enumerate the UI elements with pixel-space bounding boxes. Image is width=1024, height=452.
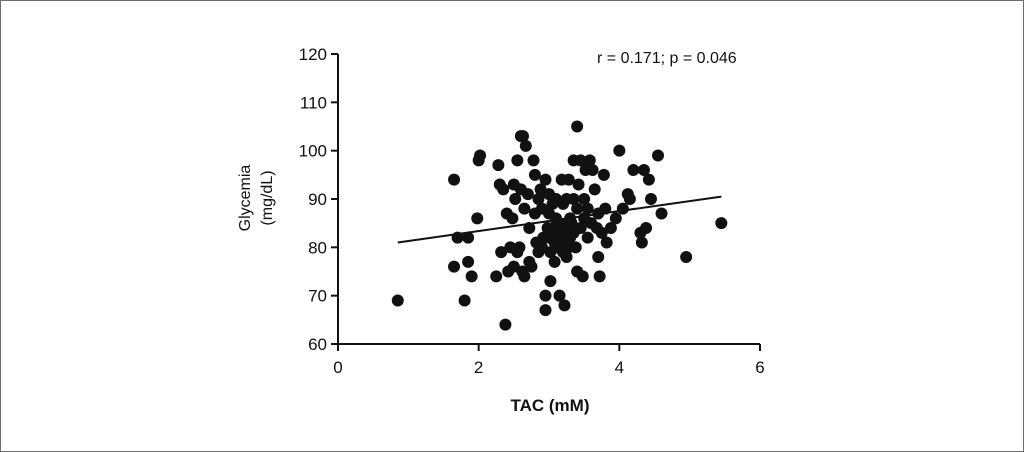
- x-tick-label: 2: [474, 358, 483, 377]
- data-point: [588, 183, 601, 196]
- data-point: [623, 193, 636, 205]
- data-point: [562, 173, 575, 186]
- data-point: [616, 202, 629, 215]
- data-point: [458, 294, 471, 307]
- data-point: [576, 270, 589, 283]
- data-point: [560, 251, 573, 263]
- data-point: [448, 173, 461, 186]
- data-point: [519, 139, 532, 152]
- data-point: [565, 217, 578, 230]
- y-tick-label: 70: [308, 287, 327, 306]
- y-axis-title-line2: (mg/dL): [259, 170, 276, 225]
- x-axis-title: TAC (mM): [511, 396, 590, 415]
- data-point: [592, 251, 605, 263]
- data-point: [499, 318, 512, 331]
- data-point: [644, 193, 657, 205]
- data-point: [527, 154, 540, 167]
- data-point: [597, 168, 610, 181]
- y-tick-label: 90: [308, 190, 327, 209]
- data-point: [506, 212, 519, 225]
- data-point: [553, 289, 566, 302]
- data-point: [544, 275, 557, 288]
- data-point: [567, 193, 580, 205]
- data-point: [583, 154, 596, 167]
- data-point: [609, 212, 622, 225]
- x-tick-label: 6: [755, 358, 764, 377]
- data-point: [642, 173, 655, 186]
- data-point: [539, 173, 552, 186]
- data-point: [465, 270, 478, 283]
- data-point: [593, 270, 606, 283]
- data-point: [490, 270, 503, 283]
- y-axis-title-line1: Glycemia: [237, 165, 254, 232]
- data-point: [539, 289, 552, 302]
- data-point: [635, 236, 648, 249]
- data-point: [574, 154, 587, 167]
- data-point: [640, 222, 653, 234]
- y-tick-label: 60: [308, 335, 327, 354]
- data-point: [532, 193, 545, 205]
- data-point: [539, 304, 552, 317]
- data-point: [471, 212, 484, 225]
- data-point: [548, 255, 561, 268]
- data-point: [572, 178, 585, 191]
- data-point: [462, 231, 475, 244]
- data-point: [448, 260, 461, 273]
- data-point: [451, 231, 464, 244]
- data-point: [523, 222, 536, 234]
- x-tick-label: 4: [615, 358, 624, 377]
- data-point: [637, 164, 650, 176]
- data-point: [462, 255, 475, 268]
- data-point: [497, 183, 510, 196]
- data-point: [715, 217, 728, 230]
- data-point: [571, 120, 584, 133]
- data-point: [495, 246, 508, 259]
- data-point: [518, 270, 531, 283]
- data-point: [474, 149, 487, 162]
- y-tick-label: 80: [308, 238, 327, 257]
- data-point: [571, 202, 584, 215]
- data-point: [586, 164, 599, 176]
- data-point: [600, 236, 613, 249]
- data-point: [513, 241, 526, 254]
- ticks: 60 70 80 90 100 110 120 0 2 4 6: [299, 45, 765, 377]
- data-point: [509, 193, 522, 205]
- data-point: [525, 260, 538, 273]
- data-point: [569, 241, 582, 254]
- data-point: [604, 222, 617, 234]
- correlation-annotation: r = 0.171; p = 0.046: [597, 50, 737, 67]
- data-point: [492, 159, 505, 172]
- data-point: [578, 193, 591, 205]
- y-tick-label: 110: [300, 93, 327, 112]
- data-point: [574, 222, 587, 234]
- data-point: [558, 299, 571, 312]
- data-point: [521, 188, 534, 201]
- y-tick-label: 120: [299, 45, 327, 64]
- x-tick-label: 0: [333, 358, 342, 377]
- data-point: [528, 168, 541, 181]
- data-point: [680, 251, 693, 263]
- data-point: [581, 202, 594, 215]
- data-point: [581, 231, 594, 244]
- data-point: [655, 207, 668, 220]
- data-point: [516, 130, 529, 143]
- y-axis-title: Glycemia (mg/dL): [237, 165, 276, 232]
- data-point: [595, 226, 608, 239]
- y-tick-label: 100: [299, 142, 327, 161]
- data-point: [391, 294, 404, 307]
- data-point: [511, 154, 524, 167]
- data-point: [599, 202, 612, 215]
- data-points: [391, 120, 728, 331]
- data-point: [518, 202, 531, 215]
- data-point: [627, 164, 640, 176]
- data-point: [652, 149, 665, 162]
- data-point: [613, 144, 626, 157]
